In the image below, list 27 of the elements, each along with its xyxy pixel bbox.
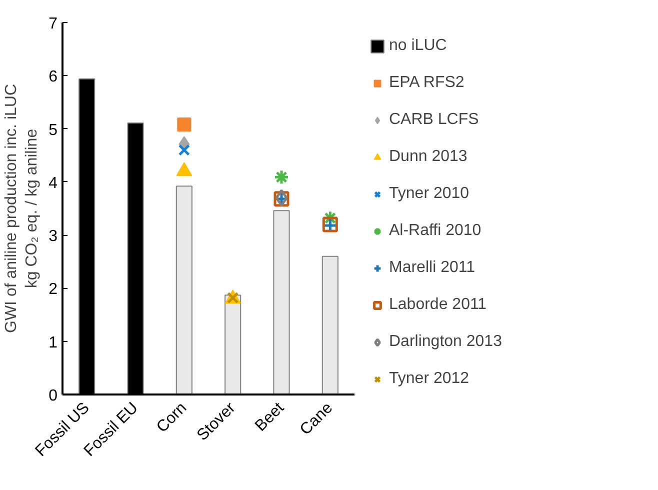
bar [176,186,192,394]
y-tick-label: 5 [48,122,58,139]
point [274,169,290,185]
y-tick-label: 7 [48,16,58,32]
y-axis-title: GWI of aniline production inc. iLUC kg CO₂ eq. / kg aniline [3,84,41,333]
y-tick-label: 6 [48,68,58,86]
legend-label: Tyner 2010 [389,185,470,203]
y-tick-label: 0 [48,388,58,404]
legend-label: Dunn 2013 [389,148,468,166]
legend-label: EPA RFS2 [389,74,464,92]
y-tick-label: 3 [48,228,58,246]
bar [273,210,290,394]
point [178,144,190,156]
legend-label: Laborde 2011 [389,296,487,314]
legend-label: Darlington 2013 [389,333,502,351]
bar [322,256,338,394]
x-tick-label: Corn [154,399,190,436]
y-tick-label: 2 [48,281,58,298]
y-tick-label: 4 [48,174,58,192]
y-tick-label: 1 [48,334,58,352]
legend-label: Al-Raffi 2010 [389,222,482,240]
point [177,118,192,132]
legend-label: no iLUC [389,37,447,55]
legend-label: Marelli 2011 [389,259,475,277]
legend-label: CARB LCFS [389,111,479,129]
bar [224,294,242,394]
legend-label: Tyner 2012 [389,370,470,388]
